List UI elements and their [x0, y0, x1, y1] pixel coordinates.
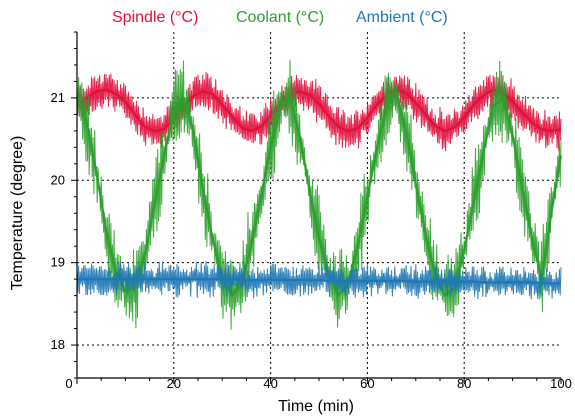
legend: Spindle (°C) Coolant (°C) Ambient (°C) — [112, 9, 448, 26]
y-tick-label: 19 — [51, 255, 65, 270]
y-tick-label: 20 — [51, 172, 65, 187]
y-tick-label: 18 — [51, 337, 65, 352]
series-raw-0 — [76, 71, 562, 152]
x-tick-label: 20 — [167, 376, 181, 391]
y-tick-label: 21 — [51, 90, 65, 105]
x-tick-label: 0 — [65, 376, 72, 391]
x-tick-label: 80 — [457, 376, 471, 391]
series-trend-0 — [76, 88, 562, 132]
x-axis-title: Time (min) — [278, 398, 354, 415]
series-raw-2 — [76, 261, 562, 300]
x-tick-label: 60 — [360, 376, 374, 391]
axes — [71, 31, 562, 384]
x-tick-label: 40 — [263, 376, 277, 391]
series-layer — [75, 59, 563, 330]
y-axis-title: Temperature (degree) — [9, 136, 26, 291]
series-raw-1 — [76, 59, 562, 330]
series-trend-1 — [75, 92, 563, 297]
x-tick-label: 100 — [550, 376, 572, 391]
series-trend-2 — [77, 278, 561, 285]
legend-ambient: Ambient (°C) — [356, 9, 448, 26]
legend-spindle: Spindle (°C) — [112, 9, 198, 26]
tick-labels: 0 20 40 60 80 100 18 19 20 21 — [51, 90, 572, 391]
legend-coolant: Coolant (°C) — [236, 9, 324, 26]
